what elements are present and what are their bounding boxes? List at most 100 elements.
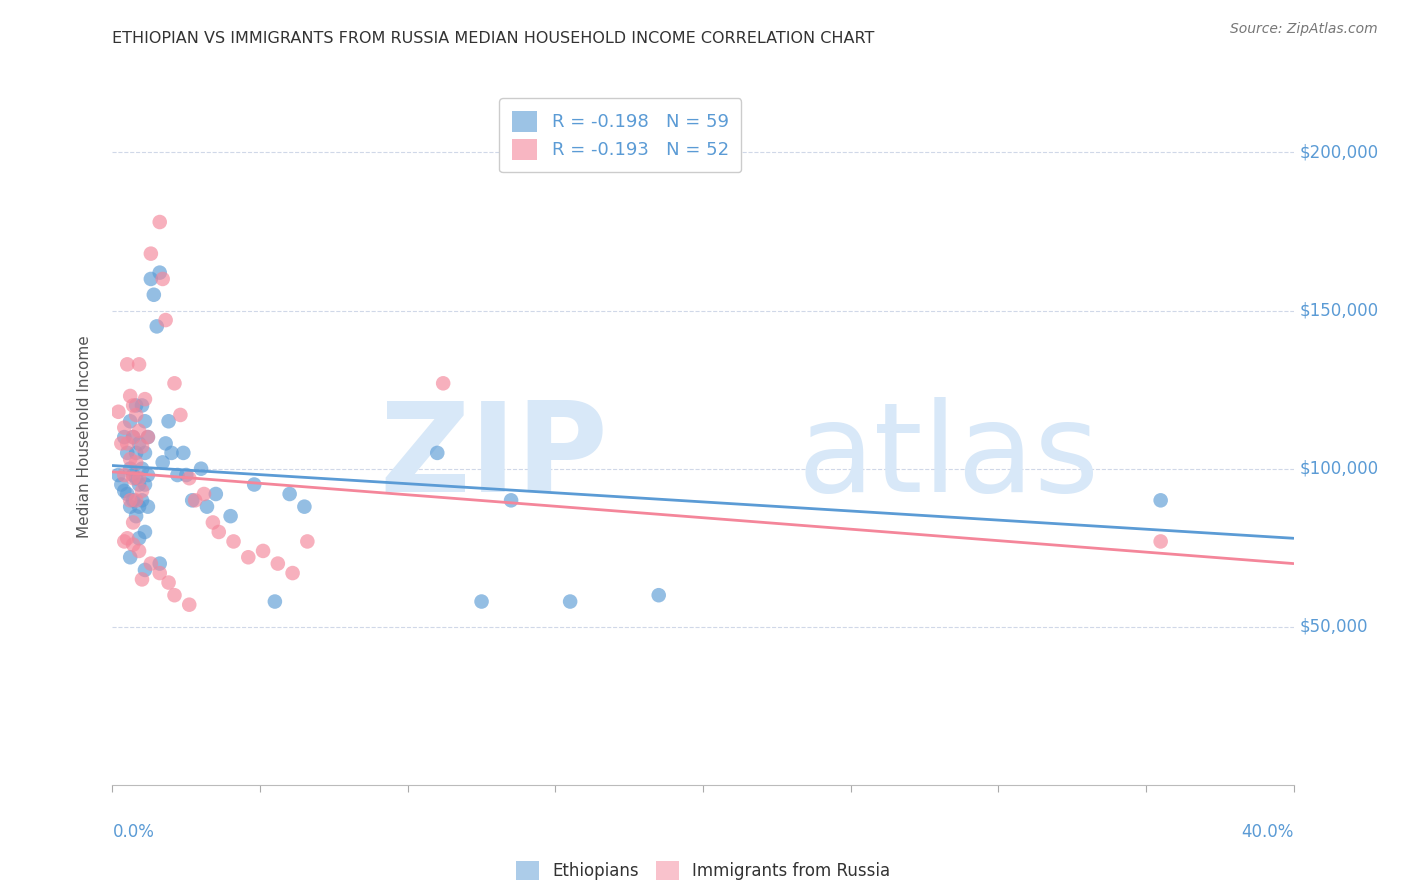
Point xyxy=(139,557,162,571)
Point xyxy=(131,399,153,413)
Point xyxy=(120,389,142,403)
Point xyxy=(149,266,172,280)
Point xyxy=(184,493,207,508)
Text: ETHIOPIAN VS IMMIGRANTS FROM RUSSIA MEDIAN HOUSEHOLD INCOME CORRELATION CHART: ETHIOPIAN VS IMMIGRANTS FROM RUSSIA MEDI… xyxy=(112,31,875,46)
Point xyxy=(297,534,319,549)
Point xyxy=(122,538,145,552)
Point xyxy=(125,493,148,508)
Point xyxy=(169,408,191,422)
Text: $50,000: $50,000 xyxy=(1299,618,1368,636)
Point xyxy=(193,487,215,501)
Text: ZIP: ZIP xyxy=(380,398,609,518)
Point xyxy=(252,544,274,558)
Point xyxy=(128,436,150,450)
Point xyxy=(149,566,172,580)
Point xyxy=(1150,534,1173,549)
Point xyxy=(152,272,174,286)
Point xyxy=(125,399,148,413)
Text: atlas: atlas xyxy=(797,398,1099,518)
Point xyxy=(134,524,156,539)
Point xyxy=(125,471,148,485)
Point xyxy=(647,588,671,602)
Point xyxy=(117,436,138,450)
Point xyxy=(174,468,197,483)
Point xyxy=(219,509,242,524)
Point xyxy=(110,436,132,450)
Point xyxy=(281,566,304,580)
Point xyxy=(128,424,150,438)
Point xyxy=(134,414,156,428)
Point xyxy=(131,461,153,475)
Point xyxy=(131,483,153,498)
Text: 0.0%: 0.0% xyxy=(112,823,155,841)
Point xyxy=(134,392,156,406)
Point xyxy=(128,477,150,491)
Point xyxy=(131,573,153,587)
Point xyxy=(112,468,135,483)
Point xyxy=(136,500,159,514)
Point xyxy=(208,524,231,539)
Point xyxy=(264,594,287,608)
Point xyxy=(201,516,224,530)
Text: $200,000: $200,000 xyxy=(1299,144,1378,161)
Point xyxy=(155,436,177,450)
Point xyxy=(558,594,582,608)
Point xyxy=(166,468,188,483)
Legend: Ethiopians, Immigrants from Russia: Ethiopians, Immigrants from Russia xyxy=(508,853,898,888)
Point xyxy=(238,550,260,565)
Point xyxy=(128,471,150,485)
Point xyxy=(120,550,142,565)
Point xyxy=(205,487,228,501)
Y-axis label: Median Household Income: Median Household Income xyxy=(77,335,91,539)
Point xyxy=(117,446,138,460)
Point xyxy=(134,477,156,491)
Point xyxy=(112,483,135,498)
Point xyxy=(136,430,159,444)
Point xyxy=(222,534,245,549)
Point xyxy=(190,461,212,475)
Point xyxy=(157,575,180,590)
Point xyxy=(142,287,165,301)
Point xyxy=(243,477,266,491)
Point xyxy=(122,516,145,530)
Point xyxy=(470,594,494,608)
Point xyxy=(131,440,153,454)
Point xyxy=(117,487,138,501)
Point xyxy=(117,531,138,545)
Point xyxy=(136,430,159,444)
Point xyxy=(179,598,201,612)
Point xyxy=(292,500,315,514)
Point xyxy=(117,357,138,371)
Point xyxy=(125,509,148,524)
Point xyxy=(1150,493,1173,508)
Point xyxy=(163,376,186,391)
Point xyxy=(128,544,150,558)
Point xyxy=(160,446,183,460)
Point xyxy=(120,493,142,508)
Point xyxy=(157,414,180,428)
Point xyxy=(120,414,142,428)
Point xyxy=(432,376,454,391)
Point xyxy=(120,500,142,514)
Point xyxy=(128,357,150,371)
Point xyxy=(278,487,301,501)
Point xyxy=(195,500,218,514)
Point xyxy=(125,446,148,460)
Point xyxy=(107,405,129,419)
Point xyxy=(122,399,145,413)
Point xyxy=(125,455,148,469)
Point xyxy=(501,493,523,508)
Point xyxy=(112,430,135,444)
Point xyxy=(146,319,169,334)
Point xyxy=(120,452,142,467)
Point xyxy=(122,468,145,483)
Point xyxy=(110,477,132,491)
Text: Source: ZipAtlas.com: Source: ZipAtlas.com xyxy=(1230,22,1378,37)
Point xyxy=(134,446,156,460)
Text: $150,000: $150,000 xyxy=(1299,301,1378,319)
Point xyxy=(131,493,153,508)
Point xyxy=(122,471,145,485)
Point xyxy=(112,420,135,434)
Point xyxy=(163,588,186,602)
Point xyxy=(152,455,174,469)
